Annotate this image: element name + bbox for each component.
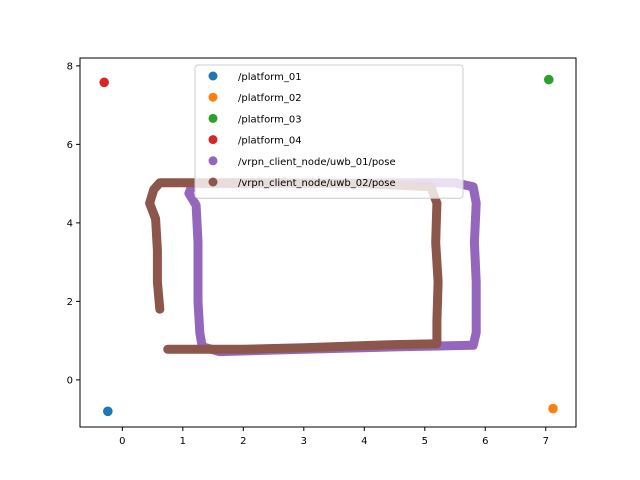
- legend-label: /vrpn_client_node/uwb_02/pose: [238, 178, 396, 189]
- legend-label: /vrpn_client_node/uwb_01/pose: [238, 157, 396, 168]
- y-tick-label: 0: [67, 375, 73, 386]
- x-axis-ticks: 0 1 2 3 4 5 6 7: [119, 427, 549, 447]
- x-tick-label: 3: [301, 436, 307, 447]
- legend-marker: [208, 135, 218, 145]
- x-tick-label: 5: [422, 436, 428, 447]
- legend-marker: [208, 177, 218, 187]
- legend-label: /platform_01: [238, 72, 302, 83]
- data-point-series-2: [548, 403, 558, 414]
- legend-marker: [208, 156, 218, 166]
- data-point-series-3: [543, 74, 554, 85]
- legend-label: /platform_02: [238, 93, 302, 104]
- legend-marker: [208, 113, 218, 123]
- data-point-series-4: [99, 77, 109, 88]
- x-tick-label: 1: [180, 436, 186, 447]
- x-tick-label: 6: [482, 436, 488, 447]
- legend-label: /platform_03: [238, 114, 302, 125]
- data-point-series-1: [103, 406, 113, 417]
- x-tick-label: 2: [240, 436, 246, 447]
- x-tick-label: 4: [361, 436, 367, 447]
- legend-label: /platform_04: [238, 136, 302, 147]
- x-tick-label: 0: [119, 436, 125, 447]
- platform-point-layer: [99, 74, 558, 417]
- axes-frame: [79, 57, 577, 428]
- y-tick-label: 4: [67, 218, 73, 229]
- y-axis-ticks: 0 2 4 6 8: [67, 61, 80, 386]
- y-tick-label: 8: [67, 61, 73, 72]
- legend-marker: [208, 92, 218, 102]
- legend-box: [194, 64, 464, 199]
- legend-marker: [208, 71, 218, 81]
- x-tick-label: 7: [543, 436, 549, 447]
- y-tick-label: 2: [67, 297, 73, 308]
- y-tick-label: 6: [67, 140, 73, 151]
- legend: /platform_01/platform_02/platform_03/pla…: [194, 64, 464, 199]
